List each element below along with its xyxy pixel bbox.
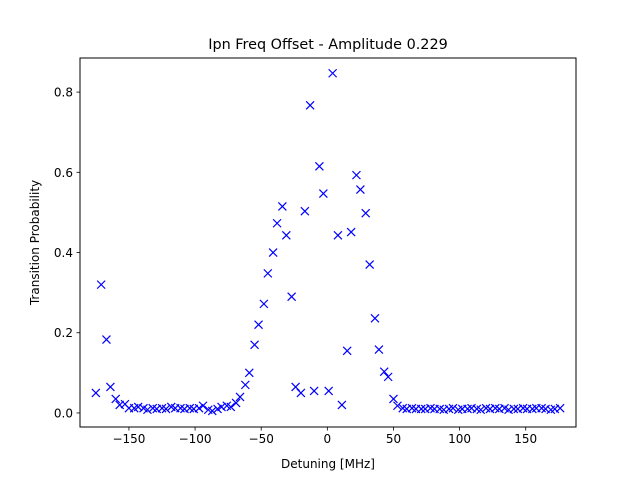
data-point (235, 392, 245, 402)
data-point (328, 68, 338, 78)
data-point (272, 218, 282, 228)
data-point (231, 398, 241, 408)
data-point (393, 401, 402, 411)
chart-title: Ipn Freq Offset - Amplitude 0.229 (208, 37, 448, 53)
x-tick-label: 0 (324, 432, 332, 446)
data-point (346, 227, 356, 237)
x-tick-label: −100 (179, 432, 212, 446)
x-tick-label: 150 (514, 432, 537, 446)
data-point (254, 320, 263, 330)
data-markers (91, 68, 565, 416)
data-point (96, 280, 106, 290)
data-point (244, 368, 254, 378)
data-point (300, 206, 310, 216)
x-tick-label: 50 (386, 432, 401, 446)
data-point (509, 404, 519, 414)
y-tick-label: 0.0 (54, 406, 73, 420)
data-point (555, 403, 565, 413)
x-tick-label: 100 (448, 432, 471, 446)
data-point (383, 372, 393, 382)
y-tick-label: 0.4 (54, 246, 73, 260)
data-point (448, 403, 458, 413)
x-tick-label: −150 (112, 432, 145, 446)
data-point (217, 402, 226, 412)
data-point (309, 386, 319, 396)
data-point (324, 386, 334, 396)
data-point (143, 405, 152, 415)
data-point (370, 313, 380, 323)
data-point (342, 346, 352, 356)
data-point (105, 382, 115, 392)
data-point (365, 260, 375, 269)
data-point (352, 170, 361, 180)
data-point (389, 394, 398, 404)
data-point (379, 367, 389, 377)
x-axis-ticks: −150 −100 −50 0 50 100 150 (112, 427, 537, 446)
data-point (102, 335, 111, 344)
data-point (333, 230, 343, 240)
y-axis-label: Transition Probability (28, 180, 42, 306)
data-point (198, 401, 208, 411)
data-point (355, 185, 365, 194)
data-point (476, 405, 486, 415)
data-point (91, 388, 101, 398)
data-point (240, 380, 250, 390)
data-point (111, 394, 121, 404)
data-point (133, 402, 143, 412)
data-point (226, 402, 236, 412)
y-tick-label: 0.2 (54, 326, 73, 340)
data-point (361, 208, 371, 218)
data-point (314, 161, 324, 171)
data-point (277, 201, 287, 211)
x-axis-label: Detuning [MHz] (281, 457, 375, 471)
plot-area-frame (79, 57, 577, 428)
y-tick-label: 0.8 (54, 86, 73, 100)
data-point (296, 388, 306, 398)
data-point (263, 268, 273, 278)
data-point (259, 299, 269, 309)
data-point (268, 248, 278, 257)
y-tick-label: 0.6 (54, 166, 73, 180)
x-tick-label: −50 (249, 432, 274, 446)
data-point (374, 345, 384, 355)
data-point (305, 100, 315, 110)
data-point (250, 340, 260, 350)
data-point (194, 403, 204, 413)
data-point (207, 406, 217, 416)
data-point (318, 189, 328, 198)
y-axis-ticks: 0.0 0.2 0.4 0.6 0.8 (54, 86, 80, 420)
data-point (281, 230, 291, 240)
data-point (161, 404, 171, 414)
data-point (287, 292, 297, 302)
data-point (337, 400, 347, 410)
data-point (416, 404, 426, 414)
